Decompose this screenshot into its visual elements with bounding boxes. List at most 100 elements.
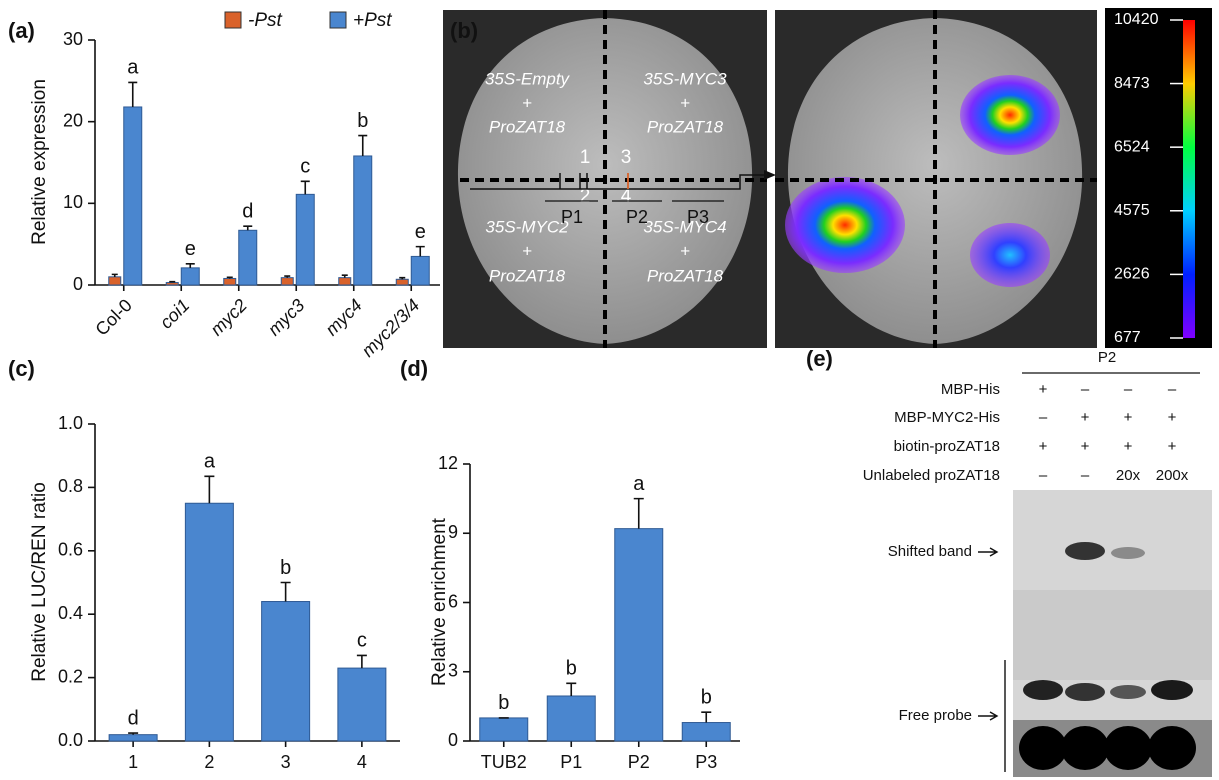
y-tick-label: 0.8	[58, 476, 83, 496]
chart: (a) Relative expression 0 10 20 30 Col-0 a coi1 e…	[8, 10, 440, 361]
significance-letter: d	[128, 707, 139, 729]
free-probe	[1104, 726, 1152, 770]
x-tick-label: 1	[128, 752, 138, 772]
significance-letter: c	[300, 156, 310, 178]
significance-letter: b	[701, 686, 712, 708]
significance-letter: b	[357, 110, 368, 132]
construct: 35S-MYC2	[485, 217, 569, 236]
bar	[261, 601, 311, 742]
bar	[108, 276, 122, 286]
bar	[108, 734, 158, 742]
error-bar	[204, 475, 215, 504]
lane-sign: –	[1081, 381, 1090, 398]
row-label: Unlabeled proZAT18	[863, 467, 1000, 484]
promoter: ProZAT18	[489, 117, 566, 136]
y-tick-label: 9	[448, 522, 458, 542]
significance-letter: b	[498, 692, 509, 714]
x-tick-label: TUB2	[481, 752, 527, 772]
lane-sign: –	[1168, 381, 1177, 398]
error-bar	[358, 134, 368, 156]
luminescence	[970, 223, 1050, 287]
lane-sign: +	[1168, 409, 1177, 426]
x-tick-label: Col-0	[91, 295, 136, 340]
promoter: ProZAT18	[489, 266, 566, 285]
x-tick-label: myc4	[321, 295, 366, 340]
quadrant-number: 4	[621, 186, 632, 207]
quadrant-number: 2	[580, 186, 591, 207]
bar	[280, 277, 294, 286]
error-bar	[633, 497, 644, 529]
row-label: MBP-His	[941, 381, 1000, 398]
x-tick-label: 3	[281, 752, 291, 772]
lane-sign: +	[1039, 381, 1048, 398]
y-tick-label: 1.0	[58, 413, 83, 433]
region-label: P3	[687, 207, 709, 227]
error-bar	[341, 274, 348, 278]
row-label: MBP-MYC2-His	[894, 409, 1000, 426]
significance-letter: a	[204, 451, 216, 473]
promoter-diagram: P1 P2 P3	[470, 170, 776, 227]
bar	[165, 282, 179, 286]
region-label: P2	[626, 207, 648, 227]
bar	[223, 277, 237, 286]
band	[1110, 685, 1146, 699]
bar	[546, 695, 596, 742]
bar	[180, 267, 200, 286]
x-tick-label: 2	[204, 752, 214, 772]
significance-letter: a	[633, 473, 645, 495]
x-tick-label: 4	[357, 752, 367, 772]
y-tick-label: 0.2	[58, 666, 83, 686]
y-tick-label: 0	[73, 274, 83, 294]
construct: 35S-MYC4	[643, 217, 726, 236]
significance-letter: e	[185, 238, 196, 260]
panel-b: (b) 35S-Empty + ProZAT18 1 35S-MYC2 + Pr…	[443, 8, 1212, 348]
error-bar	[300, 180, 310, 195]
bar	[395, 278, 409, 286]
plus: +	[680, 93, 690, 112]
construct: 35S-Empty	[485, 69, 571, 88]
quadrant-number: 3	[621, 147, 632, 168]
error-bar	[226, 276, 233, 279]
quadrant-number: 1	[580, 147, 591, 168]
free-probe	[1061, 726, 1109, 770]
error-bar	[185, 262, 195, 268]
lane-sign: +	[1124, 438, 1133, 455]
band-label: Shifted band	[888, 543, 972, 560]
lane-sign: –	[1039, 467, 1048, 484]
y-tick-label: 0	[448, 730, 458, 750]
region-label: P1	[561, 207, 583, 227]
y-tick-label: 6	[448, 591, 458, 611]
band	[1023, 680, 1063, 700]
error-bar	[566, 682, 577, 696]
colorbar-label: 2626	[1114, 266, 1150, 283]
panel-e: (e) P2 Shifted band Free probe	[806, 346, 1212, 777]
y-tick-label: 0.4	[58, 603, 83, 623]
promoter-line	[470, 174, 770, 190]
error-bar	[280, 581, 291, 602]
bar	[410, 255, 430, 286]
panel-label: (e)	[806, 346, 833, 371]
lane-sign: –	[1124, 381, 1133, 398]
error-bar	[701, 711, 712, 723]
significance-letter: d	[242, 200, 253, 222]
row-label: biotin-proZAT18	[894, 438, 1000, 455]
lane-sign: +	[1124, 409, 1133, 426]
plus: +	[680, 241, 690, 260]
bar	[614, 528, 664, 742]
lane-sign: –	[1039, 409, 1048, 426]
band	[1065, 542, 1105, 560]
lane-sign: +	[1081, 409, 1090, 426]
luminescence	[785, 177, 905, 273]
y-axis-label: Relative LUC/REN ratio	[29, 482, 50, 682]
y-tick-label: 3	[448, 661, 458, 681]
lane-sign: +	[1039, 438, 1048, 455]
bar	[184, 502, 234, 742]
error-bar	[284, 275, 291, 278]
y-tick-label: 0.6	[58, 540, 83, 560]
smear	[1013, 590, 1212, 680]
legend-label: +Pst	[353, 10, 392, 31]
lane-sign: +	[1168, 438, 1177, 455]
panel-label: (b)	[450, 18, 478, 43]
gel-header: P2	[1098, 349, 1116, 366]
